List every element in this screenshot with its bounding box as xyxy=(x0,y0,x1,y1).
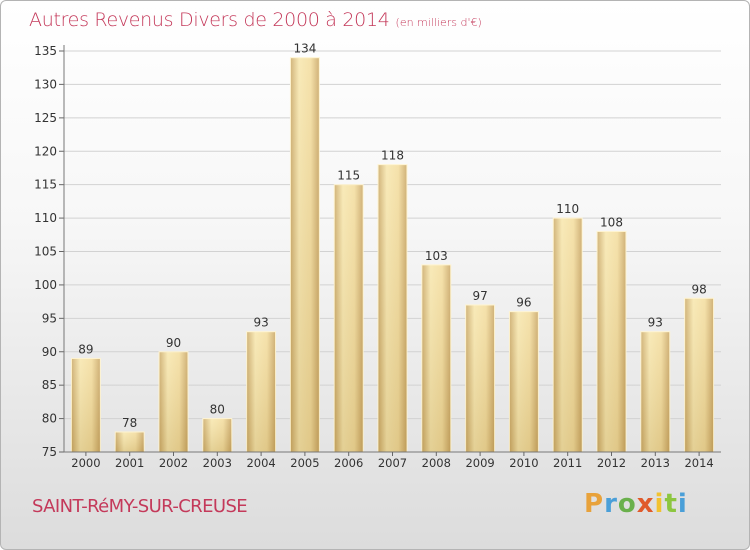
x-tick-label: 2007 xyxy=(378,456,407,470)
x-tick-label: 2012 xyxy=(597,456,626,470)
chart-title: Autres Revenus Divers de 2000 à 2014 (en … xyxy=(29,9,482,31)
x-tick-label: 2008 xyxy=(422,456,451,470)
y-tick-label: 90 xyxy=(42,345,57,359)
chart-subtitle: (en milliers d'€) xyxy=(395,16,482,29)
brand-letter: x xyxy=(636,489,655,519)
bar-shade xyxy=(597,231,626,452)
y-tick-label: 130 xyxy=(34,77,57,91)
bar-value-label: 89 xyxy=(78,342,93,356)
x-tick-label: 2010 xyxy=(509,456,538,470)
bar-shade xyxy=(684,298,714,452)
brand-logo: Proxiti xyxy=(584,489,688,519)
bar-value-label: 93 xyxy=(648,316,663,330)
bar-value-label: 118 xyxy=(381,149,404,163)
bar-shade xyxy=(202,418,232,452)
x-tick-label: 2013 xyxy=(641,456,670,470)
brand-letter: i xyxy=(654,489,665,519)
brand-letter: P xyxy=(584,489,605,519)
y-tick-label: 75 xyxy=(42,445,57,459)
bar-value-label: 110 xyxy=(556,202,579,216)
bar-shade xyxy=(71,358,101,452)
bar-value-label: 93 xyxy=(253,316,268,330)
x-tick-label: 2001 xyxy=(115,456,144,470)
bar-shade xyxy=(421,264,451,452)
brand-letter: r xyxy=(604,489,618,519)
bar-shade xyxy=(246,331,276,452)
y-tick-label: 125 xyxy=(34,111,57,125)
bar-value-label: 98 xyxy=(691,282,706,296)
x-tick-label: 2009 xyxy=(465,456,494,470)
y-tick-label: 100 xyxy=(34,278,57,292)
bar-shade xyxy=(159,351,188,452)
bar-value-label: 78 xyxy=(122,416,137,430)
value-labels: 89 78 90 80 93 134 115 118 103 97 96 110 108 93 98 xyxy=(78,42,706,430)
bars xyxy=(70,57,715,453)
bar-shade xyxy=(290,57,320,452)
bar-value-label: 90 xyxy=(166,336,181,350)
y-tick-label: 115 xyxy=(34,178,57,192)
brand-letter: t xyxy=(664,489,678,519)
bar-shade xyxy=(553,218,583,452)
x-tick-label: 2011 xyxy=(553,456,582,470)
bar-value-label: 103 xyxy=(425,249,448,263)
brand-letter: o xyxy=(617,489,637,519)
y-tick-label: 85 xyxy=(42,378,57,392)
y-tick-label: 110 xyxy=(34,211,57,225)
x-tick-label: 2006 xyxy=(334,456,363,470)
y-tick-label: 95 xyxy=(42,311,57,325)
x-tick-label: 2000 xyxy=(71,456,100,470)
bar-value-label: 108 xyxy=(600,215,623,229)
y-tick-label: 120 xyxy=(34,144,57,158)
bar-shade xyxy=(334,184,364,452)
bar-value-label: 115 xyxy=(337,169,360,183)
bar-shade xyxy=(465,304,495,452)
city-name: SAINT-RéMY-SUR-CREUSE xyxy=(32,496,248,517)
bar-shade xyxy=(378,164,407,452)
chart-title-text: Autres Revenus Divers de 2000 à 2014 xyxy=(29,9,390,31)
bar-shade xyxy=(640,331,670,452)
bar-value-label: 96 xyxy=(516,296,531,310)
brand-letter: i xyxy=(677,489,688,519)
x-tick-label: 2004 xyxy=(246,456,275,470)
x-tick-label: 2005 xyxy=(290,456,319,470)
x-tick-label: 2003 xyxy=(203,456,232,470)
bar-shade xyxy=(115,431,145,452)
y-tick-label: 105 xyxy=(34,245,57,259)
x-tick-label: 2002 xyxy=(159,456,188,470)
axes: 75 80 85 90 95 100 105 110 115 120 125 130 135 2000 20… xyxy=(34,44,721,470)
bar-value-label: 97 xyxy=(472,289,487,303)
bar-value-label: 80 xyxy=(210,403,225,417)
bar-value-label: 134 xyxy=(293,42,316,56)
bar-shade xyxy=(509,311,539,452)
y-tick-label: 80 xyxy=(42,412,57,426)
y-tick-label: 135 xyxy=(34,44,57,58)
x-tick-label: 2014 xyxy=(684,456,713,470)
